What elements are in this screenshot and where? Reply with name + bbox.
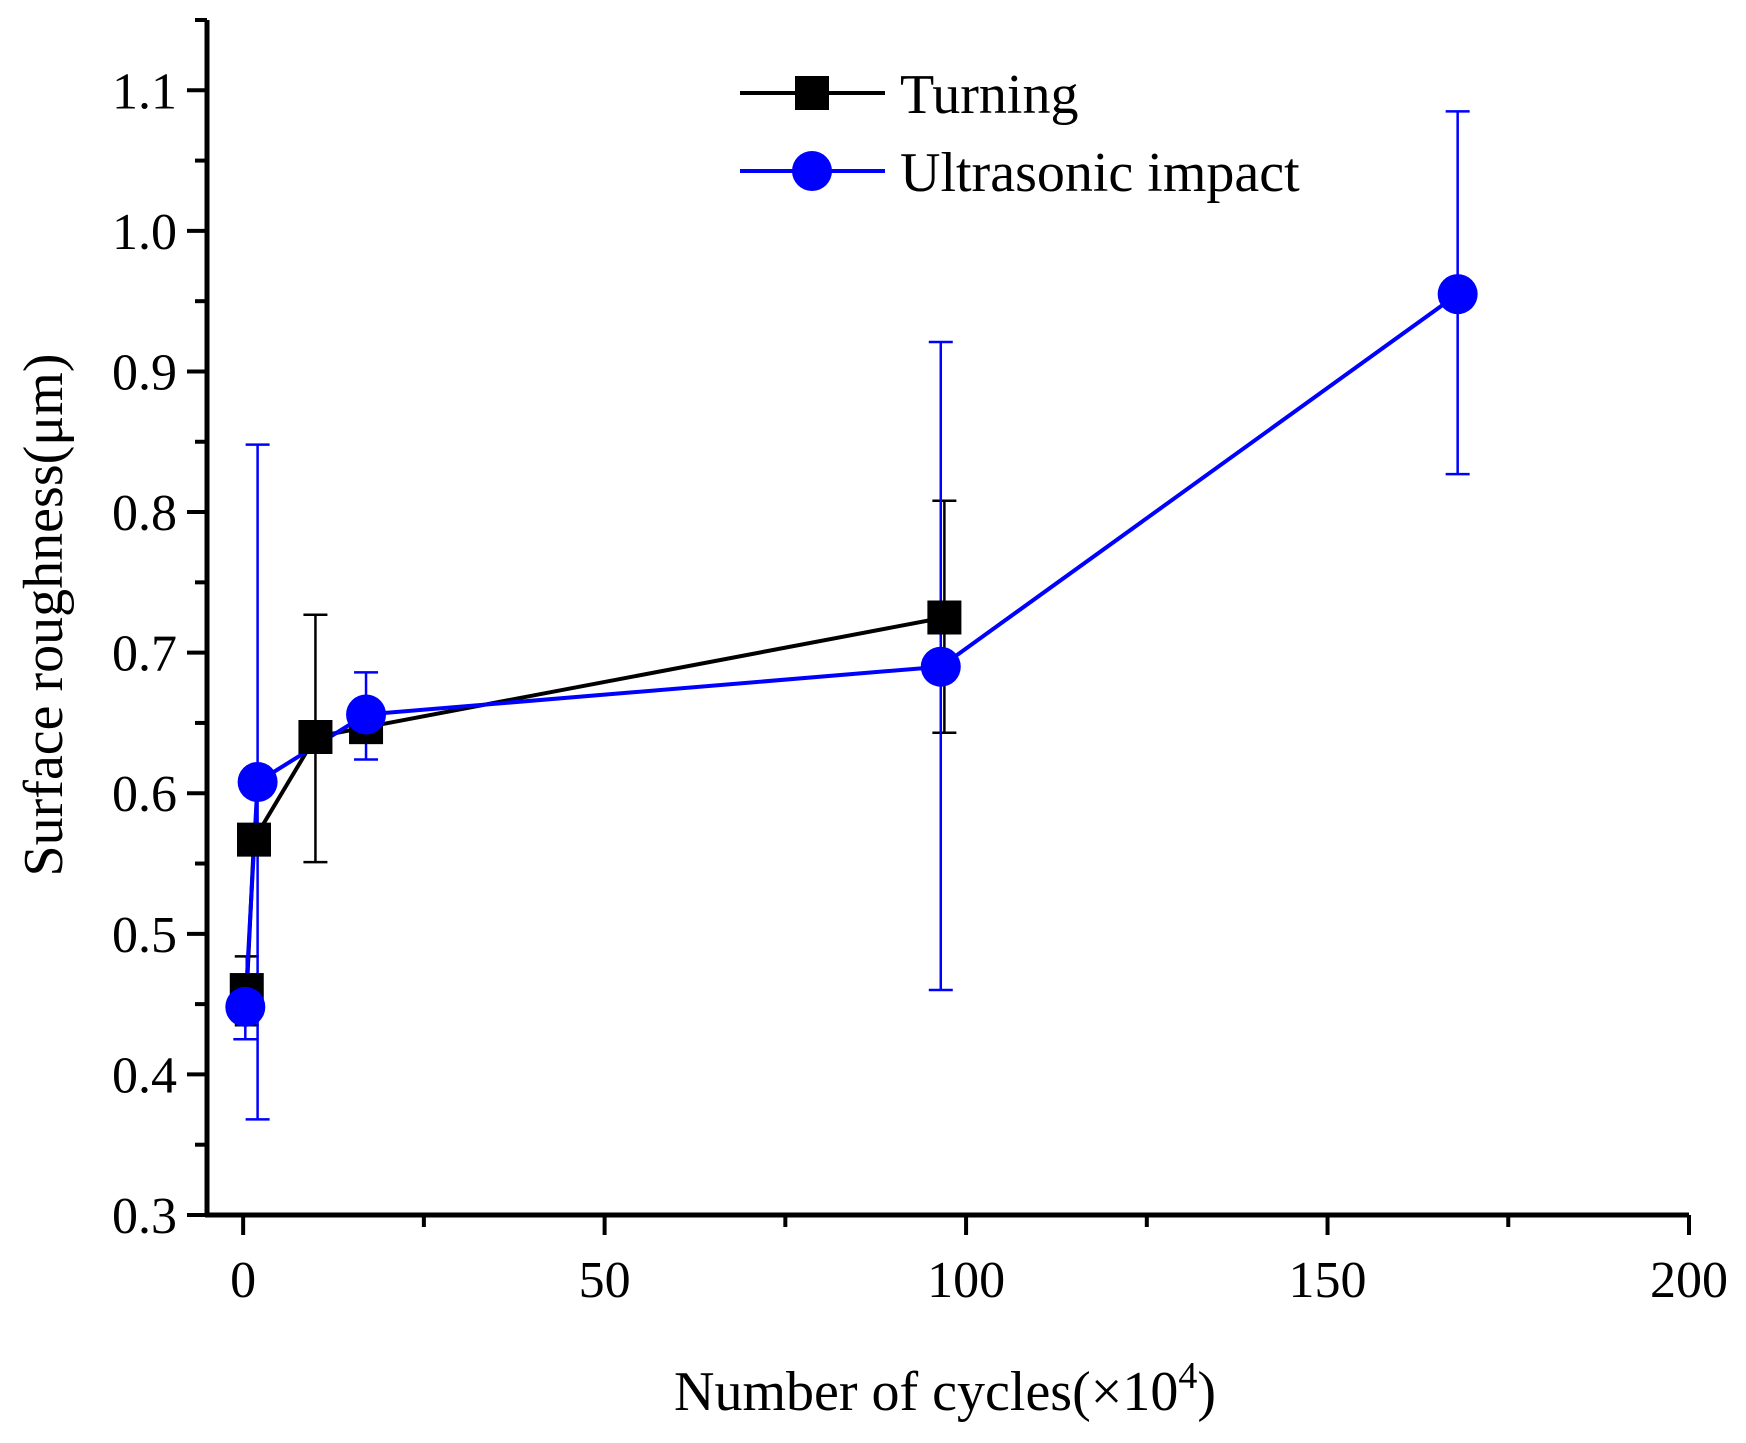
legend-ultrasonic-label: Ultrasonic impact [900,142,1300,204]
y-axis-title: Surface roughness(μm) [13,354,75,877]
x-tick-label: 150 [1289,1252,1367,1309]
y-tick-label: 0.8 [112,485,177,542]
x-tick-label: 200 [1650,1252,1728,1309]
y-axis [187,18,210,1217]
x-axis-title-close: ) [1197,1361,1216,1423]
y-tick-labels: 0.3 0.4 0.5 0.6 0.7 0.8 0.9 1.0 1.1 [112,63,177,1245]
legend-turning-marker [795,76,829,110]
y-tick-label: 0.7 [112,626,177,683]
turning-point [298,720,333,754]
y-tick-label: 0.4 [112,1047,177,1104]
x-axis [205,1212,1691,1235]
x-tick-label: 50 [579,1252,631,1309]
y-tick-label: 0.3 [112,1188,177,1245]
ultrasonic-impact-point [346,694,387,735]
series-markers [225,274,1478,1027]
ultrasonic-impact-point [1437,274,1478,315]
y-tick-label: 0.5 [112,907,177,964]
legend-turning-label: Turning [900,64,1078,126]
y-tick-label: 1.0 [112,204,177,261]
turning-point [236,822,271,857]
x-tick-label: 100 [927,1252,1005,1309]
y-tick-label: 0.9 [112,344,177,401]
y-tick-label: 1.1 [112,63,177,120]
x-tick-labels: 0 50 100 150 200 [230,1252,1728,1309]
turning-point [927,600,962,635]
x-axis-title: Number of cycles(×104) [674,1355,1216,1423]
x-axis-title-superscript: 4 [1178,1355,1197,1397]
series-lines [243,292,1459,1008]
legend: Turning Ultrasonic impact [740,64,1300,204]
y-tick-label: 0.6 [112,766,177,823]
error-bars [233,110,1470,1121]
ultrasonic-impact-point [225,986,266,1027]
x-tick-label: 0 [230,1252,256,1309]
ultrasonic-impact-point [920,646,961,687]
ultrasonic-impact-point [237,761,278,802]
legend-ultrasonic-marker [792,151,832,191]
ultrasonic-impact-line [243,292,1459,1008]
